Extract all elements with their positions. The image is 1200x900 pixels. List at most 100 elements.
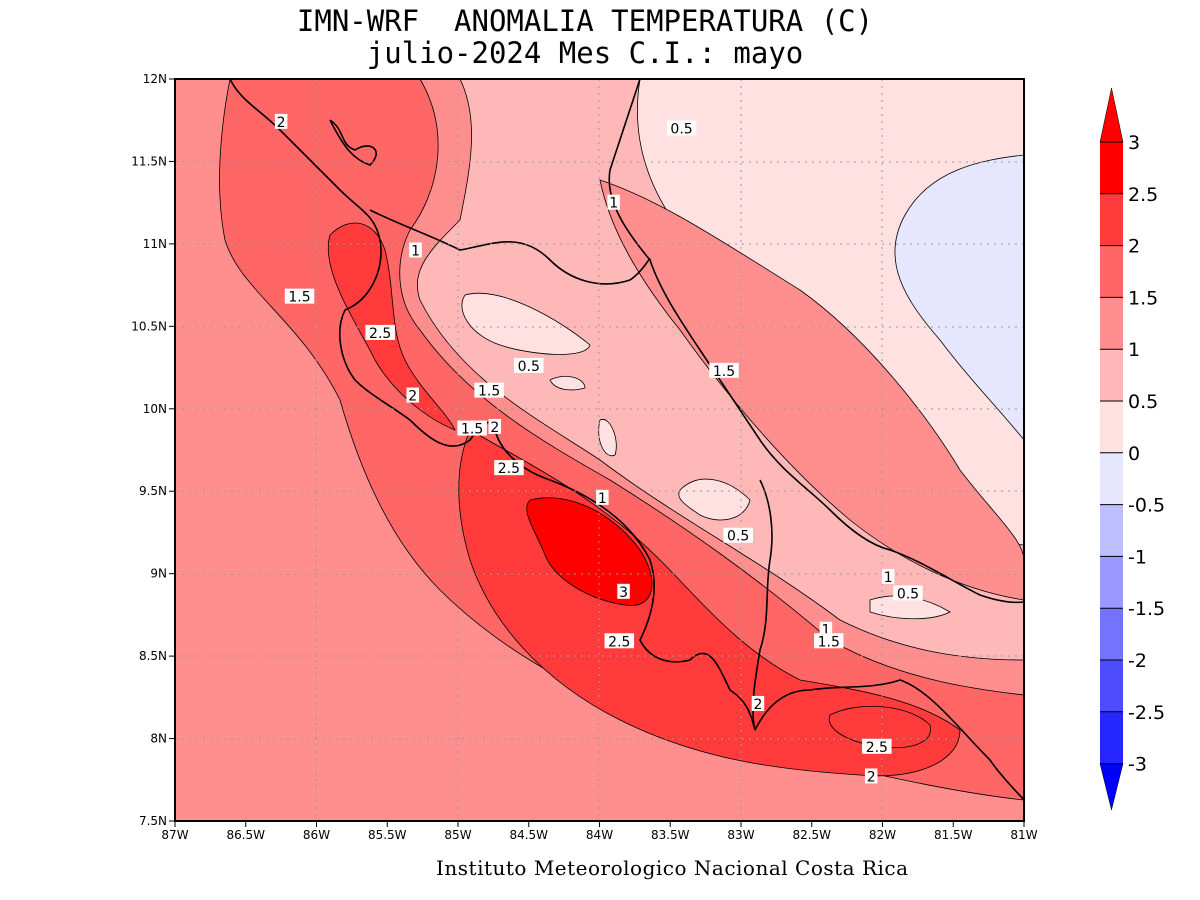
lat-tick-label: 10.5N	[131, 319, 167, 333]
lat-tick-label: 8N	[150, 732, 167, 746]
contour-label-bg	[514, 357, 544, 373]
colorbar-label: 2	[1128, 236, 1140, 258]
contour-label: 0.5	[893, 585, 923, 602]
contour-label: 3	[617, 583, 630, 601]
contour-label-text: 1	[598, 491, 607, 507]
contour-label-text: 1	[411, 243, 420, 259]
colorbar-segment	[1100, 193, 1123, 246]
contour-label-bg	[723, 527, 753, 543]
contour-label-text: 2.5	[369, 326, 391, 342]
contour-label-text: 2	[867, 769, 876, 785]
colorbar-segment	[1100, 245, 1123, 298]
contour-label: 1.5	[474, 382, 504, 400]
lon-tick-label: 87W	[161, 828, 188, 842]
colorbar-label: -2.5	[1128, 702, 1165, 724]
colorbar-label: 1.5	[1128, 287, 1158, 309]
colorbar-segment	[1100, 452, 1123, 505]
lon-tick-label: 84.5W	[509, 828, 548, 842]
contour-label-text: 1.5	[461, 422, 483, 438]
field-band-negative	[894, 154, 1024, 441]
contour-label-text: 0.5	[727, 529, 749, 545]
colorbar-label: 2.5	[1128, 184, 1158, 206]
colorbar-segment	[1100, 349, 1123, 401]
colorbar-segment	[1100, 711, 1123, 764]
lon-tick-label: 82W	[869, 828, 896, 842]
colorbar-segment	[1100, 504, 1123, 557]
contour-label-bg	[666, 120, 697, 136]
contour-label: 0.5	[514, 357, 544, 375]
contour-label-bg	[284, 288, 315, 304]
colorbar-segment	[1100, 142, 1123, 194]
contour-label-bg	[274, 113, 288, 129]
institution-credit: Instituto Meteorologico Nacional Costa R…	[436, 856, 909, 880]
lon-tick-label: 81.5W	[934, 828, 973, 842]
colorbar-bottom-arrow	[1099, 763, 1124, 811]
colorbar-label: -2	[1128, 650, 1147, 672]
contour-label: 1	[409, 242, 422, 259]
contour-label-bg	[596, 489, 609, 505]
contour-label-text: 2	[754, 697, 763, 713]
contour-label-text: 1.5	[478, 384, 500, 400]
graticule	[175, 79, 1024, 821]
colorbar-label: -0.5	[1128, 495, 1165, 517]
contour-label-bg	[881, 568, 895, 584]
field-band-0-0.5-spot-2	[549, 375, 586, 391]
lon-tick-label: 82.5W	[792, 828, 831, 842]
contour-label-text: 2	[408, 389, 417, 405]
colorbar-segment	[1100, 556, 1123, 609]
contour-label: 0.5	[723, 527, 753, 545]
contour-label-text: 1	[821, 623, 830, 639]
lon-tick-label: 85W	[444, 828, 471, 842]
lat-tick-label: 10N	[143, 402, 167, 416]
map-title-line-2: julio-2024 Mes C.I.: mayo	[366, 36, 804, 70]
contour-label: 1.5	[813, 633, 844, 650]
lat-tick-label: 11.5N	[131, 154, 167, 168]
field-band-0-0.5-talamanca	[678, 478, 751, 521]
colorbar-segment	[1100, 660, 1123, 712]
colorbar: 3 2.5 2 1.5 1 0.5 0 -0.5 -1 -1.5 -2 -2.5 -3	[1099, 87, 1165, 811]
contour-label-bg	[751, 695, 765, 711]
map-title-line-1: IMN-WRF ANOMALIA TEMPERATURA (C)	[296, 4, 874, 38]
lat-tick-label: 11N	[143, 237, 167, 251]
lat-tick-label: 7.5N	[139, 814, 167, 828]
contour-label: 0.5	[666, 120, 697, 137]
lat-tick-label: 9.5N	[139, 484, 167, 498]
contour-label-text: 0.5	[518, 359, 540, 375]
contour-label-bg	[365, 324, 395, 340]
field-band-2.5-3-south	[828, 705, 931, 748]
colorbar-label: -1.5	[1128, 598, 1165, 620]
contour-label: 2	[488, 418, 502, 436]
lon-tick-label: 83W	[727, 828, 754, 842]
contour-label-text: 3	[619, 585, 628, 601]
lon-tick-label: 84W	[586, 828, 613, 842]
colorbar-label: 0	[1128, 443, 1140, 465]
colorbar-label: 1	[1128, 339, 1140, 361]
contour-label-text: 0.5	[897, 586, 919, 602]
contour-label-bg	[813, 633, 844, 649]
contour-label: 2	[751, 695, 765, 713]
contour-label-text: 2.5	[608, 634, 630, 650]
contour-label-bg	[488, 418, 502, 434]
contour-label-bg	[607, 194, 620, 210]
contour-label: 2	[864, 768, 878, 785]
contour-label-bg	[864, 768, 878, 784]
contour-label-text: 0.5	[670, 121, 692, 137]
contour-label-bg	[819, 621, 833, 637]
colorbar-segment	[1100, 297, 1123, 350]
contour-label: 2	[406, 387, 419, 405]
lon-tick-label: 81W	[1010, 828, 1037, 842]
lon-tick-label: 85.5W	[368, 828, 407, 842]
contour-label-text: 1.5	[713, 364, 735, 380]
field-band-above-3	[526, 497, 653, 606]
contour-label-bg	[617, 583, 630, 599]
colorbar-segment	[1100, 608, 1123, 660]
colorbar-label: 0.5	[1128, 391, 1158, 413]
contour-label: 2.5	[365, 324, 395, 342]
contour-label: 1.5	[284, 288, 315, 306]
contour-label-text: 1.5	[818, 634, 840, 650]
lon-tick-label: 86.5W	[226, 828, 265, 842]
lat-tick-label: 12N	[143, 72, 167, 86]
contour-label-bg	[494, 460, 524, 476]
